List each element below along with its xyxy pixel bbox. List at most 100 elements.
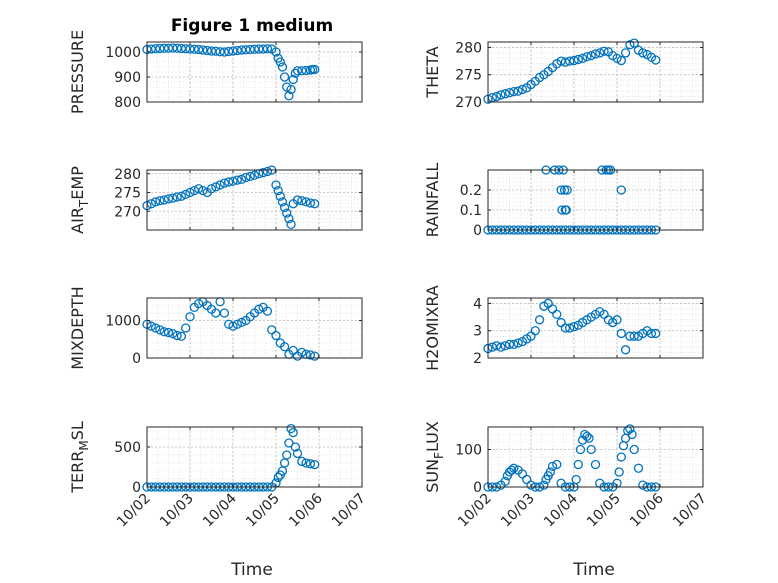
data-point: [629, 331, 639, 341]
data-point: [638, 480, 648, 490]
data-point: [275, 57, 285, 67]
data-point: [500, 476, 510, 487]
data-point: [241, 172, 251, 183]
data-point: [547, 461, 558, 472]
data-point: [284, 214, 294, 224]
data-point: [638, 48, 648, 58]
subplot-h2omixra: 2 3 4 H2OMIXRA: [423, 285, 704, 371]
data-point: [625, 40, 635, 50]
axes-frame: [146, 169, 363, 231]
subplot-rainfall: 0 0.1 0.2 RAINFALL: [423, 163, 704, 239]
data-point: [620, 48, 631, 58]
data-point: [297, 347, 307, 358]
y-tick-label: 0.1: [460, 203, 482, 219]
data-point: [513, 86, 523, 96]
y-axis-label-main: TERR: [68, 451, 87, 494]
y-tick-label: 0.2: [460, 183, 482, 199]
data-point: [646, 328, 657, 339]
data-point: [560, 323, 571, 333]
data-point: [559, 185, 570, 195]
data-point: [159, 195, 169, 205]
data-point: [310, 64, 320, 75]
data-point: [232, 319, 242, 329]
y-axis-label-main: PRESSURE: [68, 30, 87, 114]
y-tick-label: 900: [114, 70, 141, 86]
y-tick-label: 0: [132, 351, 141, 367]
data-point: [172, 192, 182, 202]
data-point: [163, 194, 174, 204]
data-point: [651, 328, 661, 339]
data-point: [275, 191, 285, 201]
y-tick-label: 0: [132, 480, 141, 496]
data-point: [496, 342, 506, 352]
data-point: [284, 91, 294, 101]
data-point: [625, 424, 635, 434]
data-point: [526, 480, 536, 490]
data-point: [159, 327, 169, 337]
axes-frame: [487, 41, 704, 103]
data-point: [633, 463, 644, 473]
data-point: [236, 174, 247, 185]
data-point: [616, 328, 626, 339]
data-point: [273, 472, 283, 483]
y-tick-label: 0: [473, 480, 482, 496]
data-point: [305, 459, 316, 469]
minor-grid: [487, 297, 704, 359]
data-point: [575, 444, 586, 455]
data-point: [236, 317, 247, 328]
data-point: [582, 52, 592, 62]
data-point: [282, 208, 292, 218]
data-point: [189, 44, 199, 54]
data-point: [561, 205, 571, 215]
data-point: [301, 65, 311, 76]
data-point: [616, 452, 626, 462]
y-axis-label: TERRMSL: [68, 421, 91, 494]
data-point: [590, 459, 601, 470]
data-point: [562, 185, 572, 195]
data-point: [271, 180, 281, 190]
data-point: [612, 53, 622, 64]
data-point: [176, 331, 187, 341]
data-point: [172, 330, 182, 341]
data-point: [271, 330, 281, 341]
data-point: [262, 306, 273, 316]
y-tick-label: 800: [114, 95, 141, 111]
y-axis-label-tail: SL: [68, 421, 87, 440]
y-tick-label: 280: [114, 167, 141, 183]
data-point: [560, 57, 571, 67]
data-point: [509, 339, 519, 350]
data-point: [590, 49, 601, 59]
data-point: [181, 189, 191, 200]
data-point: [224, 177, 234, 187]
y-axis-label-tail: EMP: [68, 166, 87, 200]
data-point: [305, 198, 316, 208]
data-point: [155, 325, 165, 335]
y-axis-label-subscript: T: [77, 199, 91, 208]
data-point: [232, 175, 242, 185]
data-point: [193, 298, 204, 309]
y-axis-label: H2OMIXRA: [423, 285, 442, 371]
data-point: [612, 315, 622, 325]
y-axis-label-main: H2OMIXRA: [423, 285, 442, 371]
data-point: [557, 205, 567, 215]
data-point: [155, 196, 165, 206]
y-axis-label: MIXDEPTH: [68, 286, 87, 369]
data-point: [569, 55, 579, 66]
data-point: [509, 86, 519, 97]
data-point: [504, 339, 515, 350]
y-axis-label-subscript: M: [77, 440, 91, 450]
minor-grid: [487, 169, 704, 231]
y-tick-label: 270: [455, 95, 482, 111]
y-axis-label-main: SUN: [423, 459, 442, 493]
data-point: [219, 308, 230, 318]
y-tick-label: 0: [473, 223, 482, 239]
subplot-air-temp: 270 275 280 AIRTEMP: [68, 165, 363, 234]
subplot-theta: 270 275 280 THETA: [423, 38, 704, 111]
data-point: [506, 465, 517, 475]
data-point: [569, 321, 579, 332]
data-point: [150, 197, 161, 207]
y-tick-label: 2: [473, 351, 482, 367]
data-point: [500, 341, 510, 351]
data-point: [279, 342, 290, 352]
data-point: [517, 84, 528, 95]
